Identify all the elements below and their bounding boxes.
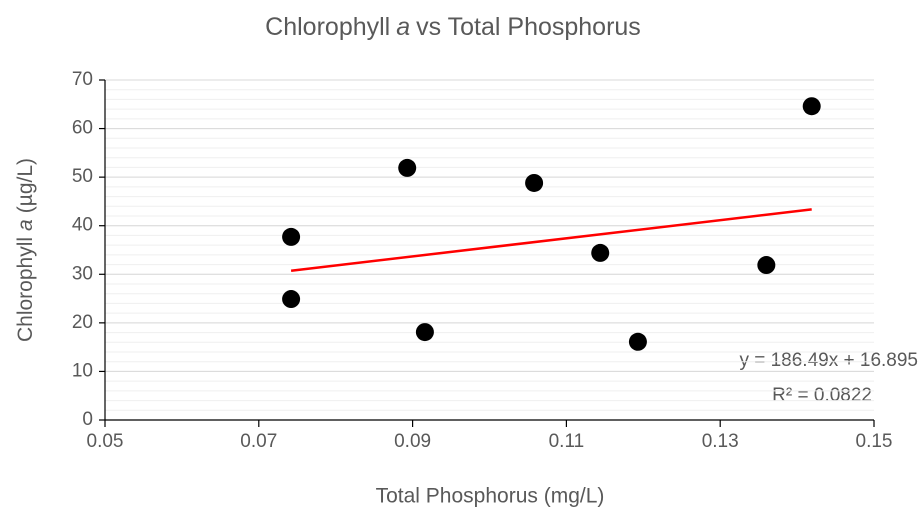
y-tick-label: 10 (72, 360, 93, 381)
chart-title: Chlorophyll a vs Total Phosphorus (265, 13, 641, 41)
y-label-part: a (14, 219, 37, 231)
trendline-equation: y = 186.49x + 16.895 (739, 350, 918, 371)
y-label-part: (µg/L) (14, 158, 37, 213)
point (757, 256, 776, 275)
y-axis-label: Chlorophyll a (µg/L) (14, 158, 37, 342)
x-tick-label: 0.07 (240, 431, 277, 452)
y-tick-label: 20 (72, 312, 93, 333)
trendline (290, 208, 812, 272)
y-tick-label: 70 (72, 69, 93, 90)
y-tick-label: 40 (72, 215, 93, 236)
point (282, 290, 301, 309)
title-part: vs Total Phosphorus (416, 13, 641, 41)
x-tick-label: 0.09 (394, 431, 431, 452)
point (415, 323, 434, 342)
title-part: a (396, 13, 410, 41)
y-tick-label: 0 (82, 409, 93, 430)
point (591, 243, 610, 262)
x-axis-label: Total Phosphorus (mg/L) (376, 485, 605, 508)
x-tick-label: 0.05 (87, 431, 124, 452)
point (398, 158, 417, 177)
title-part: Chlorophyll (265, 13, 390, 41)
y-tick-label: 30 (72, 263, 93, 284)
y-label-part: Chlorophyll (14, 237, 37, 342)
r-squared: R² = 0.0822 (772, 385, 872, 406)
point (802, 97, 821, 116)
x-tick-label: 0.15 (856, 431, 893, 452)
x-tick-label: 0.11 (549, 431, 585, 452)
x-tick-label: 0.13 (702, 431, 739, 452)
point (628, 332, 647, 351)
y-tick-label: 60 (72, 118, 93, 139)
y-tick-label: 50 (72, 166, 93, 187)
point (282, 227, 301, 246)
point (525, 173, 544, 192)
